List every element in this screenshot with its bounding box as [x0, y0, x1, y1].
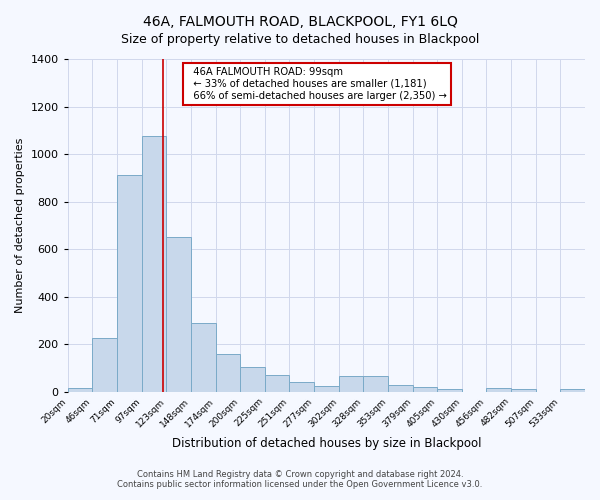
Bar [191, 323, 215, 392]
Bar [338, 376, 364, 392]
Bar [166, 237, 191, 392]
Bar [92, 338, 117, 392]
Bar [240, 367, 265, 392]
Bar [117, 176, 142, 392]
Bar [487, 388, 511, 392]
Bar [142, 136, 166, 392]
Bar [215, 354, 240, 392]
Bar [289, 382, 314, 392]
Bar [413, 387, 437, 392]
Text: 46A FALMOUTH ROAD: 99sqm
  ← 33% of detached houses are smaller (1,181)
  66% of: 46A FALMOUTH ROAD: 99sqm ← 33% of detach… [187, 68, 446, 100]
X-axis label: Distribution of detached houses by size in Blackpool: Distribution of detached houses by size … [172, 437, 481, 450]
Bar [437, 390, 462, 392]
Text: Size of property relative to detached houses in Blackpool: Size of property relative to detached ho… [121, 32, 479, 46]
Bar [364, 376, 388, 392]
Text: 46A, FALMOUTH ROAD, BLACKPOOL, FY1 6LQ: 46A, FALMOUTH ROAD, BLACKPOOL, FY1 6LQ [143, 15, 457, 29]
Bar [511, 390, 536, 392]
Bar [68, 388, 92, 392]
Bar [265, 375, 289, 392]
Y-axis label: Number of detached properties: Number of detached properties [15, 138, 25, 313]
Bar [388, 384, 413, 392]
Bar [314, 386, 338, 392]
Text: Contains HM Land Registry data © Crown copyright and database right 2024.
Contai: Contains HM Land Registry data © Crown c… [118, 470, 482, 489]
Bar [560, 390, 585, 392]
